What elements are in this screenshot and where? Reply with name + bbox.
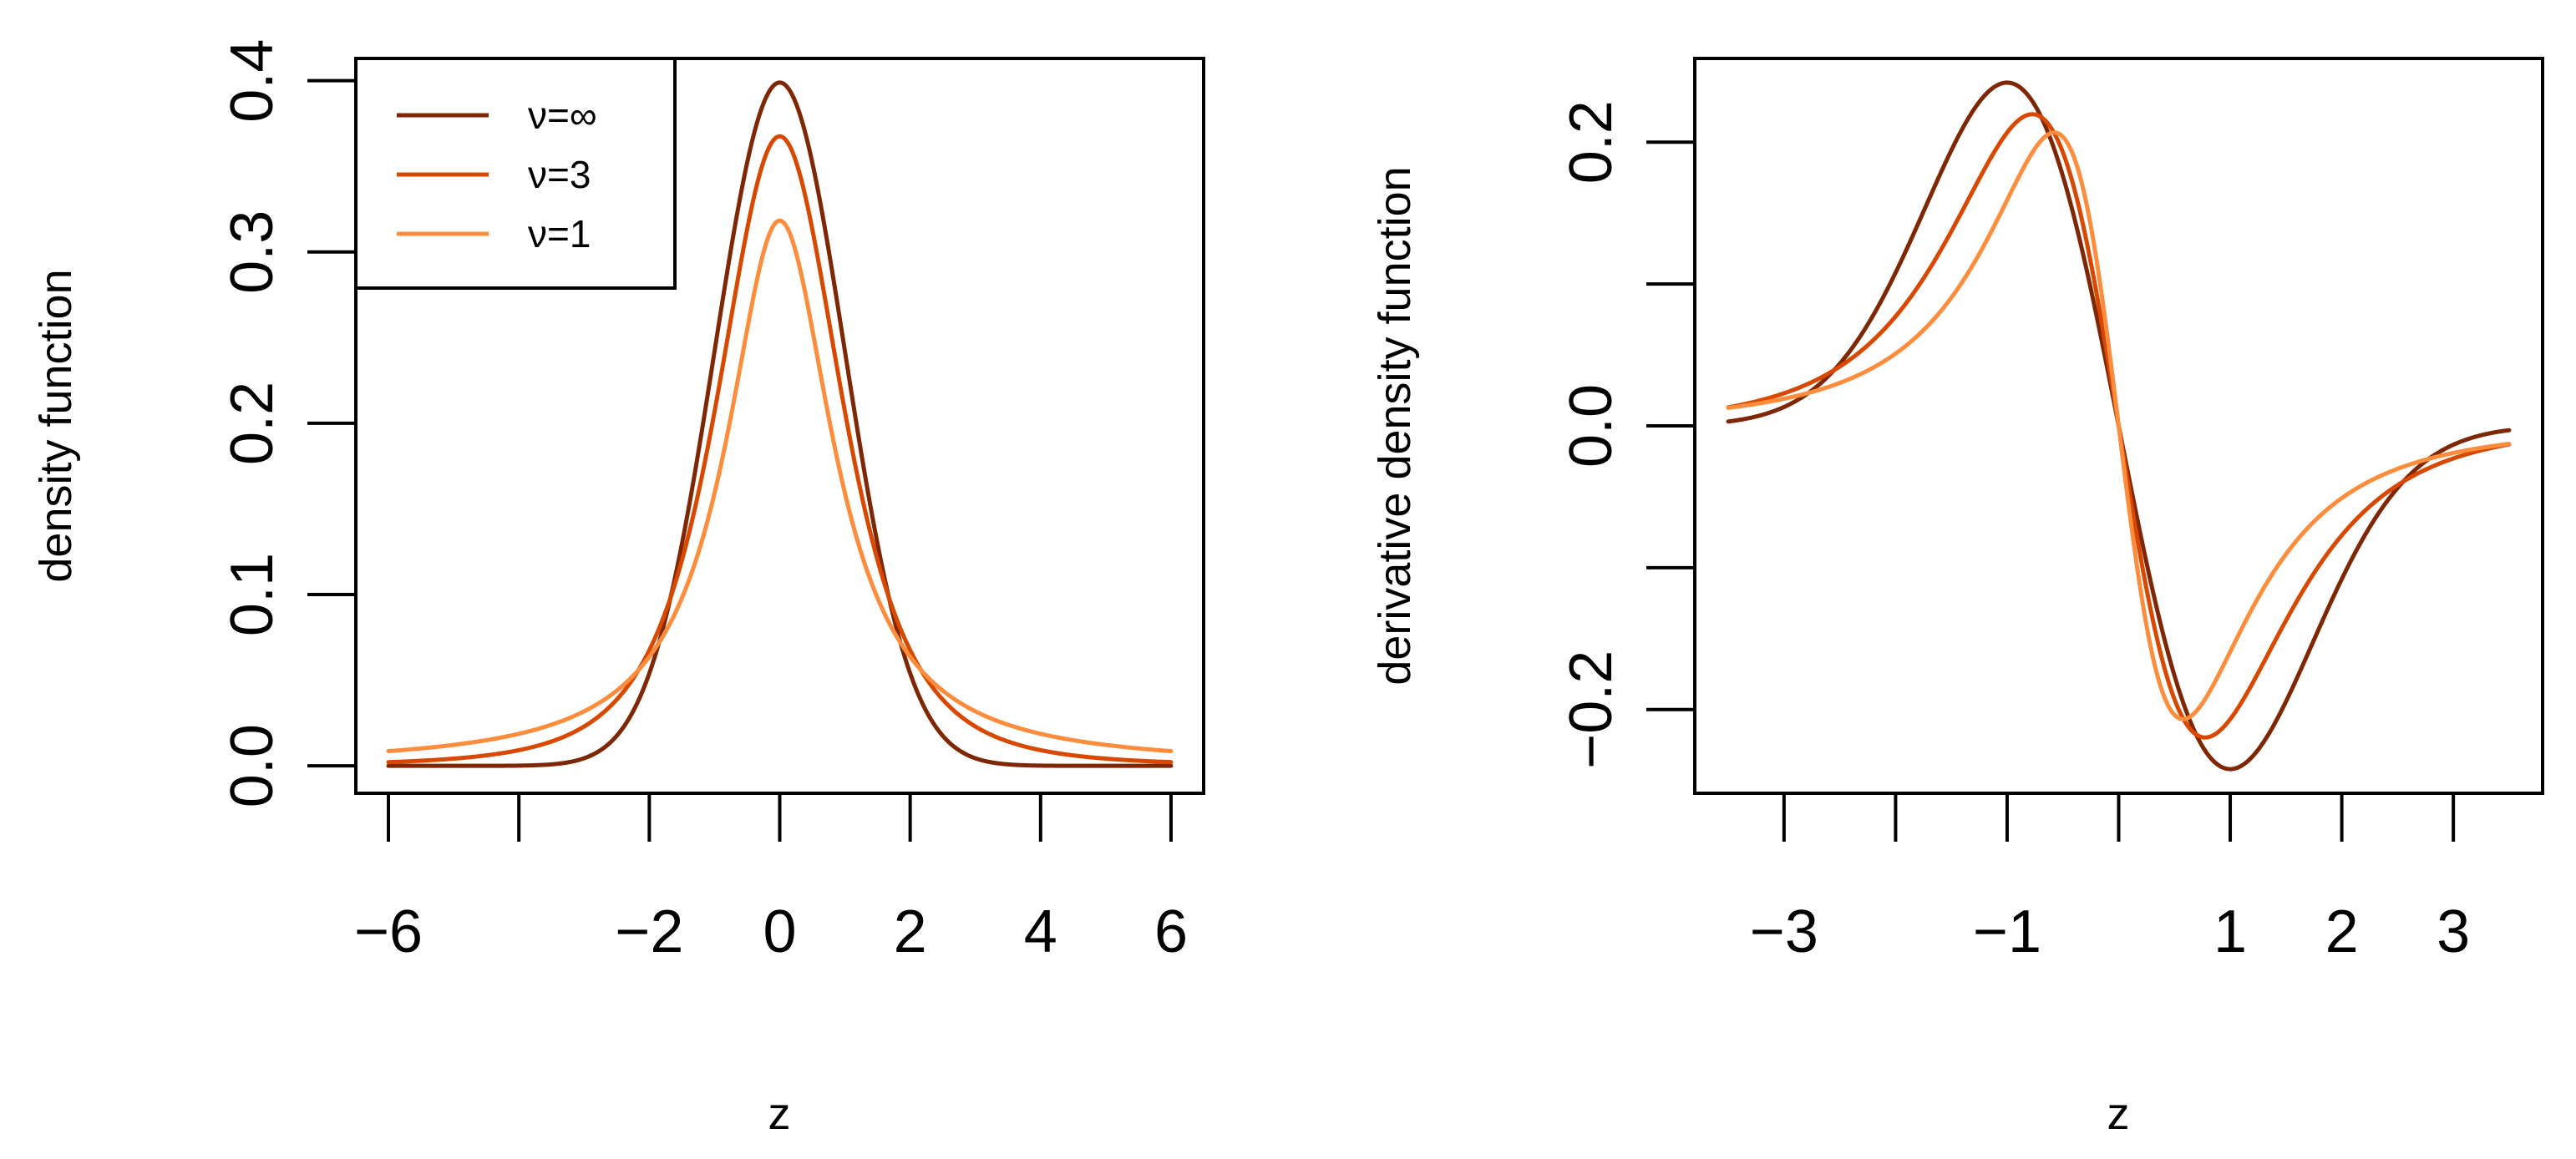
- density-x-ticks: −6 −2 0 2 4 6: [354, 792, 1188, 965]
- density-panel: −6 −2 0 2 4 6 0.0 0.1 0.2 0.3 0.4 z density funct…: [31, 39, 1205, 1139]
- derivative-x-axis-label: z: [2107, 1089, 2130, 1139]
- legend-label-nu-inf: ν=∞: [528, 94, 597, 137]
- density-y-axis-label: density function: [31, 269, 81, 582]
- density-curve-nu-inf: [386, 80, 1174, 768]
- legend-items: ν=∞ ν=3 ν=1: [397, 94, 597, 256]
- density-curve-nu-3: [386, 134, 1174, 765]
- legend: ν=∞ ν=3 ν=1: [354, 57, 677, 290]
- derivative-y-tick-label: 0.0: [1558, 384, 1625, 468]
- derivative-y-axis-label: derivative density function: [1370, 166, 1420, 685]
- legend-box: [354, 57, 677, 290]
- legend-label-nu-3: ν=3: [528, 153, 591, 196]
- derivative-curve-nu-1: [1726, 130, 2512, 721]
- derivative-x-tick-label: −3: [1750, 898, 1818, 965]
- derivative-x-tick-label: −1: [1973, 898, 2041, 965]
- density-y-tick-label: 0.0: [219, 724, 286, 807]
- derivative-curves: [1726, 80, 2512, 772]
- density-y-ticks: 0.0 0.1 0.2 0.3 0.4: [219, 39, 357, 807]
- density-x-tick-label: −2: [615, 898, 683, 965]
- density-y-tick-label: 0.3: [219, 210, 286, 294]
- derivative-x-tick-label: 1: [2213, 898, 2247, 965]
- derivative-y-ticks: −0.2 0.0 0.2: [1558, 100, 1696, 769]
- derivative-y-tick-label: −0.2: [1558, 650, 1625, 769]
- derivative-panel: −3 −1 1 2 3 −0.2 0.0 0.2 z derivative density …: [1370, 57, 2544, 1139]
- derivative-x-ticks: −3 −1 1 2 3: [1750, 792, 2470, 965]
- density-x-tick-label: −6: [354, 898, 423, 965]
- density-plot-frame: [354, 57, 1205, 795]
- density-y-tick-label: 0.2: [219, 382, 286, 465]
- derivative-y-tick-label: 0.2: [1558, 100, 1625, 184]
- density-x-tick-label: 0: [763, 898, 796, 965]
- density-y-tick-label: 0.1: [219, 553, 286, 636]
- density-x-axis-label: z: [768, 1089, 791, 1139]
- density-x-tick-label: 2: [894, 898, 927, 965]
- density-y-tick-label: 0.4: [219, 39, 286, 123]
- density-curve-nu-1: [386, 218, 1174, 754]
- density-x-tick-label: 6: [1154, 898, 1188, 965]
- density-curves: [386, 80, 1174, 768]
- density-x-tick-label: 4: [1024, 898, 1057, 965]
- derivative-x-tick-label: 3: [2437, 898, 2470, 965]
- derivative-x-tick-label: 2: [2325, 898, 2359, 965]
- legend-label-nu-1: ν=1: [528, 212, 591, 256]
